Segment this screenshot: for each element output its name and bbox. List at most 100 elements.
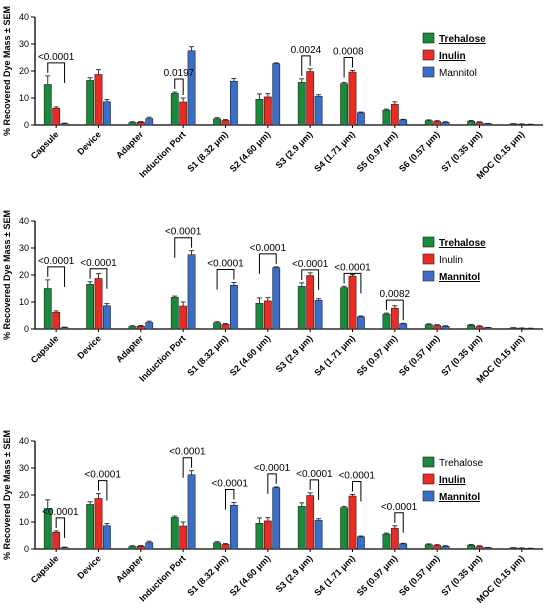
- x-category-label: Induction Port: [137, 129, 187, 179]
- bar-trehalose: [128, 122, 137, 126]
- bar-inulin: [475, 546, 484, 550]
- bar-inulin: [136, 545, 145, 550]
- y-axis-label: % Recovered Dye Mass ± SEM: [2, 6, 12, 136]
- significance-bracket: [225, 489, 235, 510]
- bar-inulin: [52, 311, 61, 330]
- legend-swatch: [422, 456, 435, 468]
- x-category-label: Capsule: [29, 129, 61, 161]
- y-axis-label: % Recovered Dye Mass ± SEM: [2, 210, 12, 340]
- legend-swatch: [422, 473, 435, 485]
- bar-inulin: [433, 121, 442, 126]
- bar-inulin: [136, 325, 145, 330]
- legend-label: Inulin: [439, 255, 463, 266]
- y-tick-label: 40: [19, 216, 29, 226]
- bar-trehalose: [297, 82, 306, 126]
- x-category-label: S3 (2.9 μm): [274, 129, 315, 170]
- bar-trehalose: [128, 546, 137, 550]
- bar-trehalose: [424, 544, 433, 550]
- bar-mannitol: [230, 80, 238, 126]
- bar-trehalose: [382, 313, 391, 330]
- y-tick-label: 40: [19, 436, 29, 446]
- y-tick-label: 30: [19, 463, 29, 473]
- bar-mannitol: [60, 547, 69, 550]
- bar-mannitol: [230, 504, 238, 550]
- bar-mannitol: [483, 123, 492, 126]
- bar-inulin: [221, 120, 230, 126]
- p-value-label: <0.0001: [338, 470, 375, 481]
- bar-inulin: [348, 495, 357, 550]
- significance-bracket: [55, 517, 66, 538]
- bar-trehalose: [43, 288, 52, 330]
- legend-label: Trehalose: [439, 238, 486, 249]
- y-tick-label: 20: [19, 490, 29, 500]
- bar-mannitol: [187, 474, 196, 550]
- bar-trehalose: [213, 542, 221, 550]
- bar-mannitol: [356, 536, 365, 550]
- x-category-label: S3 (2.9 μm): [274, 333, 315, 374]
- p-value-label: <0.0001: [211, 479, 248, 490]
- significance-bracket: [258, 253, 277, 274]
- bar-inulin: [306, 275, 315, 330]
- p-value-label: <0.0001: [292, 259, 329, 270]
- significance-bracket: [343, 272, 362, 294]
- legend-label: Mannitol: [439, 272, 480, 283]
- y-tick-label: 30: [19, 243, 29, 253]
- x-category-label: Adapter: [114, 333, 145, 364]
- significance-bracket: [343, 56, 353, 78]
- x-category-label: S5 (0.97 μm): [355, 553, 400, 598]
- bar-inulin: [348, 71, 357, 126]
- x-category-label: S1 (8.32 μm): [185, 553, 230, 598]
- bar-inulin: [94, 74, 103, 126]
- bar-mannitol: [272, 267, 281, 330]
- x-category-label: Device: [75, 129, 103, 157]
- legend-label: Trehalose: [439, 34, 486, 45]
- x-category-label: Device: [75, 553, 103, 581]
- p-value-label: <0.0001: [84, 470, 121, 481]
- bar-trehalose: [213, 322, 221, 330]
- x-category-label: S6 (0.57 μm): [397, 333, 442, 378]
- y-tick-label: 10: [19, 517, 29, 527]
- x-category-label: Induction Port: [137, 333, 187, 383]
- legend-label: Inulin: [439, 475, 466, 486]
- bar-inulin: [433, 325, 442, 330]
- legend-swatch: [422, 32, 435, 44]
- bar-trehalose: [170, 517, 179, 550]
- p-value-label: <0.0001: [165, 227, 202, 238]
- x-category-label: S7 (0.35 μm): [439, 129, 484, 174]
- bar-trehalose: [467, 544, 475, 550]
- bar-trehalose: [255, 523, 264, 550]
- chart-panel-1: 0 10 20 30 40 % Recovered Dye Mass ± SEM Capsu…: [2, 6, 543, 181]
- x-category-label: S5 (0.97 μm): [355, 129, 400, 174]
- bar-inulin: [390, 307, 399, 330]
- bar-inulin: [306, 495, 315, 550]
- x-category-label: S6 (0.57 μm): [397, 553, 442, 598]
- y-tick-label: 20: [19, 270, 29, 280]
- bar-mannitol: [399, 119, 408, 126]
- bar-mannitol: [441, 122, 450, 126]
- bar-inulin: [433, 545, 442, 550]
- p-value-label: <0.0001: [38, 52, 75, 63]
- bar-inulin: [348, 275, 357, 330]
- bar-trehalose: [86, 284, 94, 330]
- x-category-label: Capsule: [29, 553, 61, 585]
- bar-mannitol: [356, 316, 365, 330]
- significance-bracket: [267, 473, 277, 494]
- bar-trehalose: [128, 326, 137, 330]
- significance-bracket: [385, 299, 404, 321]
- bar-mannitol: [441, 325, 450, 330]
- bar-trehalose: [382, 109, 391, 126]
- bar-mannitol: [145, 118, 154, 126]
- p-value-label: <0.0001: [254, 463, 291, 474]
- legend-swatch: [422, 66, 435, 78]
- x-category-label: S4 (1.71 μm): [312, 333, 357, 378]
- significance-bracket: [47, 266, 66, 287]
- x-category-label: S1 (8.32 μm): [185, 129, 230, 174]
- x-category-label: S2 (4.60 μm): [228, 553, 273, 598]
- p-value-label: 0.0082: [380, 289, 411, 300]
- significance-bracket: [394, 512, 404, 533]
- bar-mannitol: [272, 487, 281, 550]
- x-category-label: S2 (4.60 μm): [228, 333, 273, 378]
- x-category-label: S4 (1.71 μm): [312, 129, 357, 174]
- bar-trehalose: [382, 533, 391, 550]
